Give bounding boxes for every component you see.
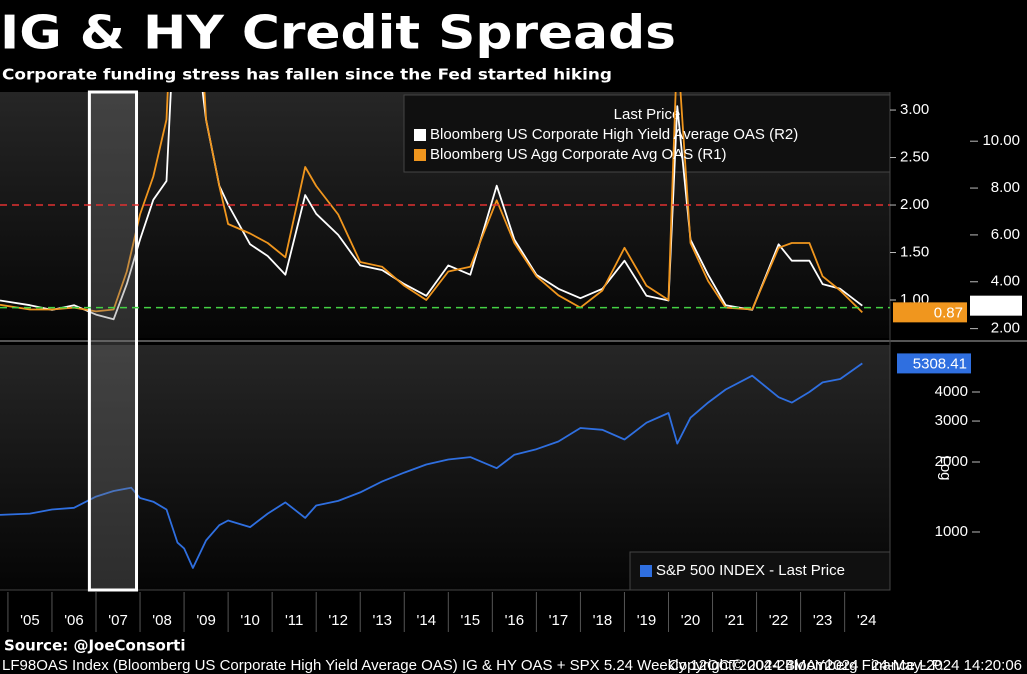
last-price-box xyxy=(970,295,1022,316)
x-tick-label: '08 xyxy=(152,612,172,629)
chart-title: IG & HY Credit Spreads xyxy=(0,6,676,60)
plot-area xyxy=(0,92,863,321)
chart-subtitle: Corporate funding stress has fallen sinc… xyxy=(2,66,612,84)
y-tick-label: 1000 xyxy=(935,523,968,540)
x-tick-label: '21 xyxy=(725,612,745,629)
y-tick-label: 4.00 xyxy=(991,273,1020,290)
log-label: Log xyxy=(937,455,954,480)
legend-swatch xyxy=(414,129,426,141)
legend-swatch xyxy=(414,149,426,161)
data-line xyxy=(0,362,863,569)
y-tick-label: 3000 xyxy=(935,412,968,429)
bottom-panel xyxy=(0,345,890,590)
last-price-label: 0.87 xyxy=(934,304,963,321)
last-price-label: 5308.41 xyxy=(913,355,967,372)
source: Source: @JoeConsorti xyxy=(4,637,185,655)
x-tick-label: '15 xyxy=(461,612,481,629)
x-tick-label: '16 xyxy=(505,612,525,629)
last-price-box xyxy=(897,353,971,374)
x-tick-label: '07 xyxy=(108,612,128,629)
x-tick-label: '13 xyxy=(372,612,392,629)
y-tick-label: 2.50 xyxy=(900,149,929,166)
x-tick-label: '06 xyxy=(64,612,84,629)
last-price-box xyxy=(893,302,967,323)
highlight-region xyxy=(87,90,139,592)
y-tick-label: 10.00 xyxy=(982,132,1020,149)
legend-label: S&P 500 INDEX - Last Price xyxy=(656,562,845,579)
x-tick-label: '11 xyxy=(285,612,303,629)
footer-timestamp: 24-May-2024 14:20:06 xyxy=(871,657,1022,674)
y-tick-label: 2.00 xyxy=(991,320,1020,337)
legend-box xyxy=(629,551,891,591)
x-tick-label: '20 xyxy=(681,612,701,629)
y-tick-label: 3.00 xyxy=(900,101,929,118)
y-tick-label: 6.00 xyxy=(991,226,1020,243)
legend-label: Bloomberg US Corporate High Yield Averag… xyxy=(430,126,798,143)
x-tick-label: '22 xyxy=(769,612,789,629)
legend-label: Bloomberg US Agg Corporate Avg OAS (R1) xyxy=(430,146,727,163)
footer-description: LF98OAS Index (Bloomberg US Corporate Hi… xyxy=(2,657,858,674)
y-tick-label: 2.00 xyxy=(900,196,929,213)
legend-swatch xyxy=(640,565,652,577)
x-tick-label: '19 xyxy=(637,612,657,629)
x-tick-label: '10 xyxy=(240,612,260,629)
data-line xyxy=(0,92,863,314)
x-tick-label: '09 xyxy=(196,612,216,629)
last-price-label: 2.98 xyxy=(989,298,1018,315)
legend-title: Last Price xyxy=(614,106,681,123)
footer-copyright: Copyright© 2024 Bloomberg Finance L.P. xyxy=(668,657,944,674)
x-tick-label: '24 xyxy=(857,612,877,629)
x-tick-label: '18 xyxy=(593,612,613,629)
y-tick-label: 8.00 xyxy=(991,179,1020,196)
x-tick-label: '12 xyxy=(328,612,348,629)
x-tick-label: '05 xyxy=(20,612,40,629)
plot-area xyxy=(0,362,863,569)
x-tick-label: '23 xyxy=(813,612,833,629)
y-tick-label: 1.50 xyxy=(900,243,929,260)
x-tick-label: '17 xyxy=(549,612,569,629)
y-tick-label: 4000 xyxy=(935,383,968,400)
legend-box xyxy=(403,94,891,173)
x-tick-label: '14 xyxy=(417,612,437,629)
y-tick-label: 2000 xyxy=(935,453,968,470)
